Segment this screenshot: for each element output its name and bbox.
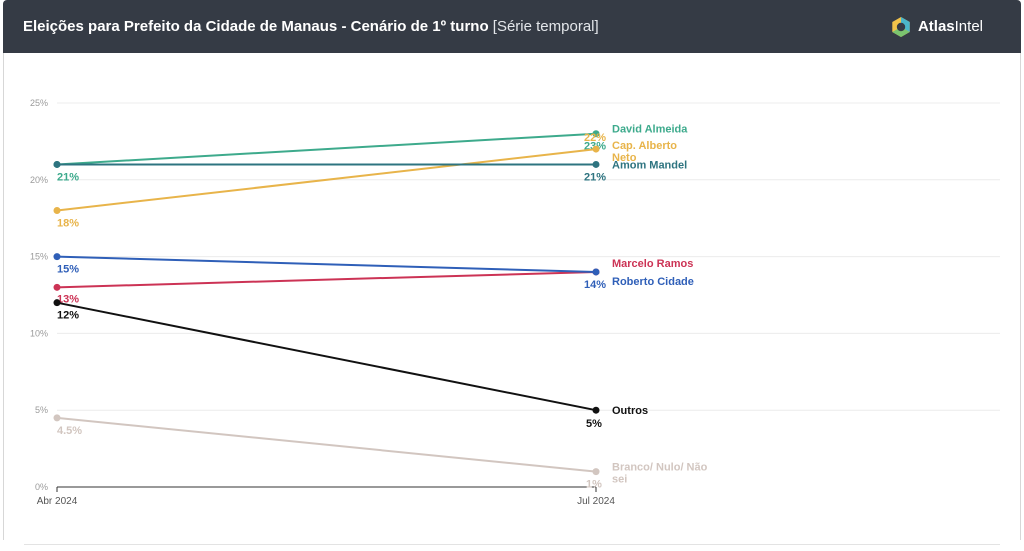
data-label: 21% (584, 171, 606, 183)
brand-logo: Atlas Intel (890, 16, 983, 38)
chart-header: Eleições para Prefeito da Cidade de Mana… (3, 0, 1021, 53)
data-point (592, 145, 600, 153)
series-line (56, 270, 597, 289)
series-line (56, 416, 597, 473)
data-point (592, 160, 600, 168)
y-tick-label: 20% (30, 175, 48, 185)
data-label: 13% (57, 293, 79, 305)
brand-name-rest: Intel (954, 18, 983, 35)
frame-right-border (1020, 53, 1021, 540)
series-line (56, 148, 597, 212)
data-point (53, 283, 61, 291)
series-name-label: Cap. Alberto Neto (612, 140, 677, 164)
x-tick-label: Jul 2024 (577, 496, 615, 507)
data-point (53, 414, 61, 422)
chart-title-text: Eleições para Prefeito da Cidade de Mana… (23, 18, 489, 35)
series-name-label: David Almeida (612, 124, 688, 136)
data-point (53, 253, 61, 261)
data-label: 12% (57, 310, 79, 322)
data-label: 14% (584, 279, 606, 291)
atlas-logo-icon (892, 16, 910, 37)
y-tick-label: 25% (30, 98, 48, 108)
data-point (53, 299, 61, 307)
data-label: 15% (57, 264, 79, 276)
series-name-label: Outros (612, 405, 648, 417)
series-name-label: Branco/ Nulo/ Não sei (612, 462, 708, 486)
y-tick-label: 5% (35, 405, 48, 415)
data-point (592, 406, 600, 414)
data-point (592, 268, 600, 276)
frame-bottom-border (24, 544, 1000, 545)
series-line (56, 301, 597, 412)
series-name-label: Roberto Cidade (612, 276, 694, 288)
frame-left-border (3, 53, 4, 540)
y-tick-label: 15% (30, 252, 48, 262)
data-point (53, 207, 61, 215)
data-label: 21% (57, 171, 79, 183)
data-label: 18% (57, 218, 79, 230)
series-name-label: Marcelo Ramos (612, 258, 693, 270)
y-tick-label: 10% (30, 328, 48, 338)
data-label: 5% (586, 418, 602, 430)
data-label: 22% (584, 132, 606, 144)
series-line (56, 255, 597, 273)
series-name-label: Amom Mandel (612, 159, 687, 171)
data-label: 1% (586, 479, 602, 491)
data-point (592, 130, 600, 138)
x-tick-label: Abr 2024 (37, 496, 78, 507)
series-line (56, 132, 597, 166)
data-label: 4.5% (57, 425, 82, 437)
data-point (53, 160, 61, 168)
chart-title: Eleições para Prefeito da Cidade de Mana… (23, 18, 599, 35)
brand-name-bold: Atlas (917, 18, 955, 35)
y-tick-label: 0% (35, 482, 48, 492)
data-point (592, 468, 600, 476)
chart-subtitle: [Série temporal] (492, 18, 599, 35)
